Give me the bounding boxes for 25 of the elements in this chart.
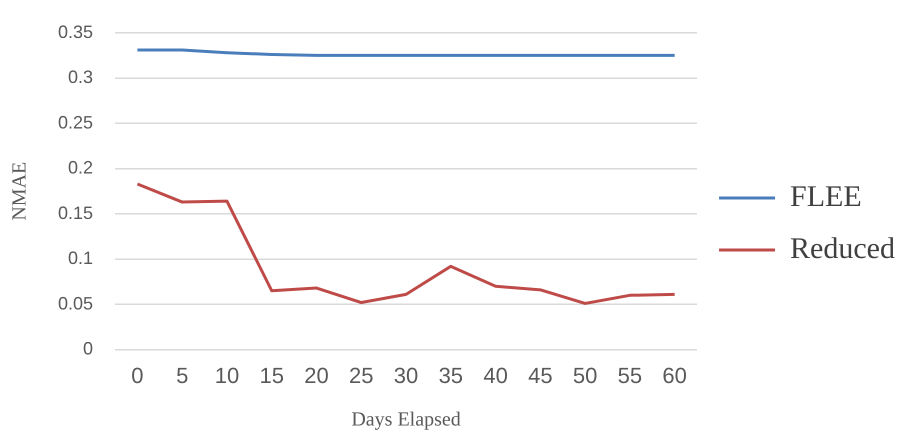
y-tick-label: 0.25 (58, 112, 94, 132)
x-tick-label: 0 (131, 362, 144, 388)
y-tick-label: 0.15 (58, 202, 94, 223)
y-tick-label: 0 (83, 338, 94, 359)
x-tick-label: 55 (618, 362, 642, 388)
y-tick-label: 0.3 (68, 67, 94, 88)
y-tick-label: 0.2 (68, 158, 94, 178)
y-tick-label: 0.05 (58, 293, 94, 314)
x-tick-label: 20 (304, 362, 329, 388)
legend-label: Reduced (790, 232, 896, 265)
x-tick-label: 35 (438, 362, 464, 388)
x-tick-label: 30 (394, 362, 418, 388)
x-tick-label: 5 (176, 362, 188, 388)
legend-label: FLEE (790, 180, 862, 213)
x-tick-label: 45 (528, 362, 553, 388)
x-tick-label: 50 (572, 362, 598, 388)
y-axis-title: NMAE (8, 162, 30, 221)
x-axis-title: Days Elapsed (351, 408, 461, 430)
x-tick-label: 15 (259, 362, 284, 388)
x-tick-label: 10 (214, 362, 240, 388)
x-tick-label: 60 (662, 362, 687, 388)
y-tick-label: 0.35 (58, 22, 94, 42)
x-tick-label: 25 (349, 362, 374, 388)
y-tick-label: 0.1 (68, 248, 94, 268)
x-tick-label: 40 (483, 362, 508, 388)
